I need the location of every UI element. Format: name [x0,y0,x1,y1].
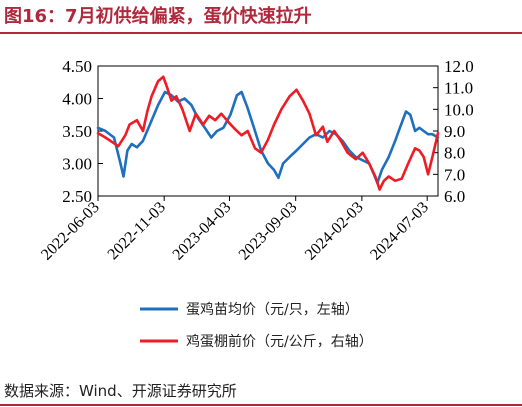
chart-legend: 蛋鸡苗均价（元/只，左轴） 鸡蛋棚前价（元/公斤，右轴） [140,301,373,350]
y-left-tick-label: 4.00 [62,90,92,109]
y-left-tick-label: 2.50 [62,187,92,206]
y-left-tick-label: 3.00 [62,155,92,174]
data-source: 数据来源：Wind、开源证券研究所 [4,382,237,400]
y-left-tick-label: 3.50 [62,122,92,141]
x-tick-label: 2023-09-03 [236,199,301,264]
chart-axes: 2.50 3.00 3.50 4.00 4.50 6.0 7.0 8.0 9.0 10.0 11.0… [62,57,474,206]
page-title: 图16：7月初供给偏紧，蛋价快速拉升 [4,6,312,27]
x-tick-label: 2022-06-03 [38,199,103,264]
y-right-tick-label: 7.0 [444,165,465,184]
title-rule [0,32,522,34]
x-tick-label: 2024-07-03 [367,199,432,264]
y-left-tick-label: 4.50 [62,57,92,76]
series-line-egg-price [96,75,440,191]
x-tick-label: 2024-02-03 [302,199,367,264]
y-right-tick-label: 6.0 [444,187,465,206]
series-line-chick-price [96,90,440,185]
y-right-tick-label: 9.0 [444,122,465,141]
legend-label: 鸡蛋棚前价（元/公斤，右轴） [186,333,373,350]
x-axis-labels: 2022-06-03 2022-11-03 2023-04-03 2023-09-03… [38,199,432,264]
footer-rule [0,404,522,406]
y-right-tick-label: 10.0 [444,100,474,119]
legend-label: 蛋鸡苗均价（元/只，左轴） [186,301,359,318]
chart-series [96,75,440,191]
y-right-tick-label: 11.0 [444,79,473,98]
y-right-tick-label: 12.0 [444,57,474,76]
x-tick-label: 2023-04-03 [170,199,235,264]
line-chart: 2.50 3.00 3.50 4.00 4.50 6.0 7.0 8.0 9.0 10.0 11.0… [38,57,474,350]
x-tick-label: 2022-11-03 [105,199,169,263]
y-right-tick-label: 8.0 [444,144,465,163]
